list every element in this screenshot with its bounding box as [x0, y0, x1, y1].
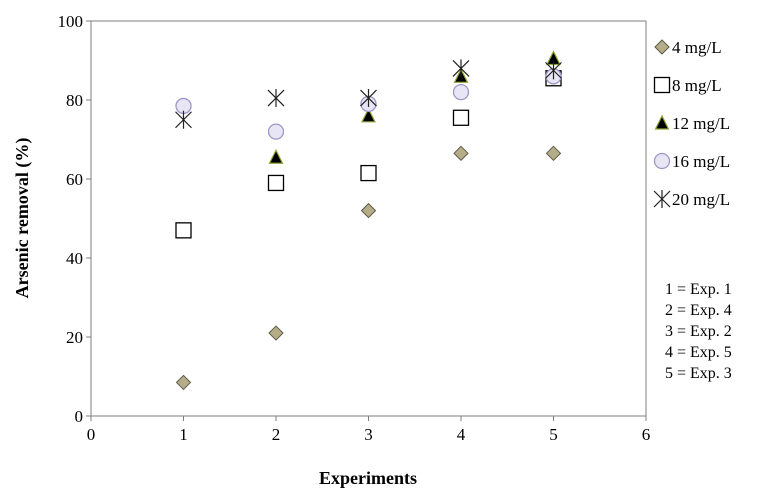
data-point — [452, 109, 470, 126]
data-point — [268, 148, 284, 164]
legend-label: 20 mg/L — [672, 190, 730, 209]
x-tick-label: 5 — [549, 425, 558, 444]
data-point — [545, 145, 562, 162]
x-tick-label: 6 — [642, 425, 651, 444]
y-axis: 0 20 40 60 80 100 — [58, 12, 91, 426]
x-tick-label: 0 — [87, 425, 96, 444]
legend-marker — [654, 114, 670, 130]
data-point — [545, 61, 562, 80]
y-axis-title: Arsenic removal (%) — [12, 138, 33, 299]
y-tick-label: 40 — [66, 249, 83, 268]
y-tick-label: 80 — [66, 91, 83, 110]
experiment-key: 1 = Exp. 1 2 = Exp. 4 3 = Exp. 2 4 = Exp. 5… — [665, 281, 732, 382]
legend-label: 12 mg/L — [672, 114, 730, 133]
experiment-key-item: 2 = Exp. 4 — [665, 302, 732, 319]
series-1 — [175, 145, 562, 391]
legend-item: 16 mg/L — [653, 152, 730, 171]
data-point — [453, 145, 469, 162]
legend-label: 4 mg/L — [672, 38, 722, 57]
series-5 — [175, 59, 562, 129]
legend-item: 8 mg/L — [653, 76, 722, 95]
x-tick-label: 3 — [364, 425, 373, 444]
data-point — [361, 107, 376, 123]
y-tick-label: 60 — [66, 170, 83, 189]
data-point — [452, 83, 470, 101]
x-tick-label: 4 — [457, 425, 466, 444]
x-tick-label: 1 — [179, 425, 188, 444]
experiment-key-item: 3 = Exp. 2 — [665, 323, 732, 340]
x-tick-label: 2 — [272, 425, 281, 444]
data-point — [175, 374, 192, 391]
data-point — [175, 110, 192, 129]
legend-item: 12 mg/L — [654, 114, 730, 133]
data-point — [360, 202, 377, 219]
data-point — [360, 89, 377, 108]
legend-marker — [653, 76, 671, 94]
legend-label: 16 mg/L — [672, 152, 730, 171]
y-tick-label: 100 — [58, 12, 84, 31]
x-axis-title: Experiments — [319, 468, 417, 488]
experiment-key-item: 4 = Exp. 5 — [665, 344, 732, 361]
data-point — [452, 59, 470, 78]
data-point — [267, 123, 285, 140]
data-point — [267, 174, 285, 192]
legend-marker — [653, 152, 671, 170]
plot-area — [90, 20, 647, 417]
data-point — [360, 164, 377, 182]
data-point — [267, 89, 285, 108]
experiment-key-item: 1 = Exp. 1 — [665, 281, 732, 298]
legend-item: 4 mg/L — [654, 38, 722, 57]
legend-marker — [654, 39, 670, 55]
legend-label: 8 mg/L — [672, 76, 722, 95]
legend: 4 mg/L 8 mg/L 12 mg/L 16 mg/L 20 mg/L — [653, 38, 730, 209]
y-tick-label: 20 — [66, 328, 83, 347]
data-point — [175, 222, 192, 239]
y-tick-label: 0 — [75, 407, 84, 426]
data-point — [268, 325, 284, 341]
legend-item: 20 mg/L — [653, 190, 730, 209]
experiment-key-item: 5 = Exp. 3 — [665, 365, 732, 382]
data-points — [175, 50, 562, 391]
x-axis: 0 1 2 3 4 5 6 — [87, 416, 651, 444]
legend-marker — [653, 190, 671, 208]
